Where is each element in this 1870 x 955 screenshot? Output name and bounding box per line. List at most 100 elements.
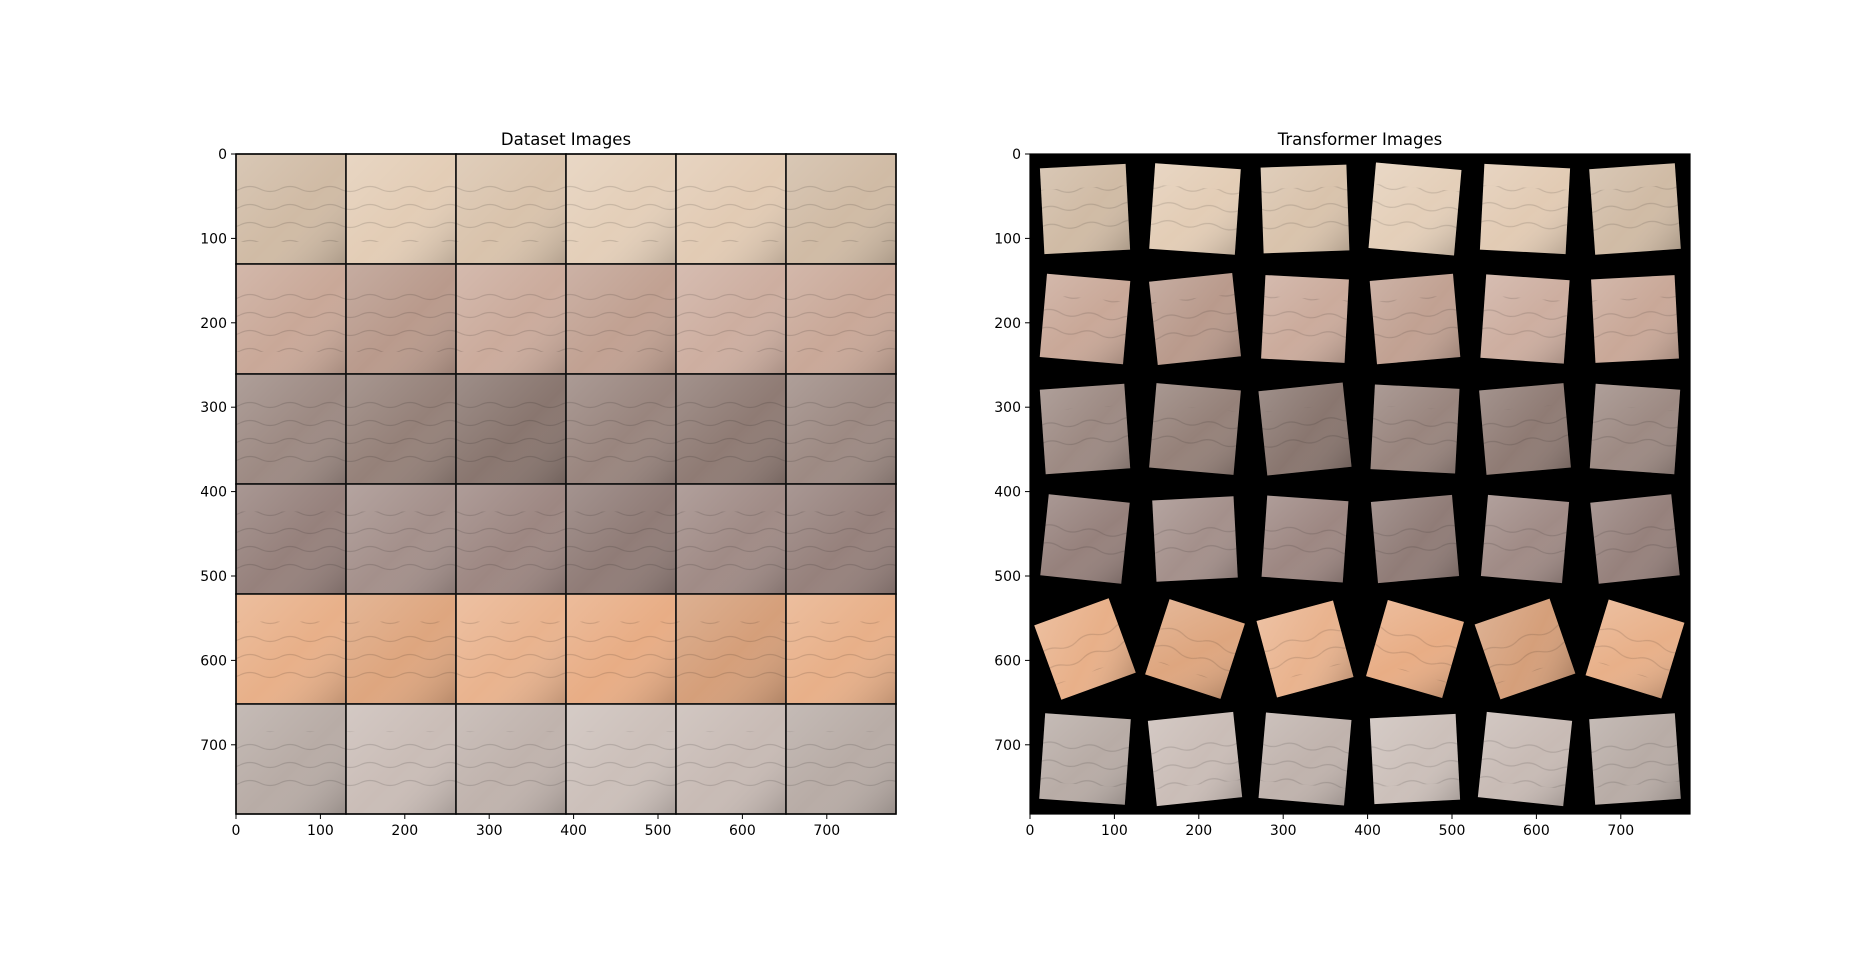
image-tile: [1370, 494, 1460, 584]
image-background: [1030, 154, 1690, 814]
image-tile: [236, 374, 346, 484]
image-tile: [1258, 382, 1352, 476]
image-tile: [1039, 713, 1131, 805]
y-tick-label: 300: [200, 400, 227, 416]
x-axis: 0 100 200 300 400 500 600 700: [232, 814, 840, 839]
image-tile: [1591, 275, 1679, 363]
image-tile: [1034, 598, 1136, 700]
image-tile: [676, 704, 786, 814]
image-tile: [566, 704, 676, 814]
y-tick-label: 200: [200, 316, 227, 332]
image-tile: [786, 594, 896, 704]
y-tick-label: 500: [200, 569, 227, 585]
image-tile: [236, 594, 346, 704]
image-tile: [566, 374, 676, 484]
image-tile: [1258, 712, 1352, 806]
image-tile: [1477, 711, 1573, 807]
y-axis: 0 100 200 300 400 500 600 700: [200, 147, 236, 754]
image-tile: [1479, 163, 1571, 255]
x-tick-label: 500: [645, 823, 672, 839]
image-tile: [1260, 164, 1350, 254]
image-tile: [786, 704, 896, 814]
image-tile: [1261, 495, 1349, 583]
image-tile: [1370, 384, 1460, 474]
image-tile: [1147, 711, 1243, 807]
x-tick-label: 400: [1354, 823, 1381, 839]
image-tile: [456, 704, 566, 814]
image-tile: [1040, 494, 1130, 584]
y-tick-label: 0: [1012, 147, 1021, 163]
image-tile: [236, 264, 346, 374]
image-tile: [1480, 274, 1570, 364]
y-tick-label: 400: [200, 485, 227, 501]
image-tile: [676, 374, 786, 484]
image-tile: [1474, 598, 1576, 700]
transformer-images-panel: Transformer Images 0 100 200 300 400 500 600 70…: [994, 130, 1691, 839]
y-tick-label: 700: [200, 738, 227, 754]
y-tick-label: 100: [994, 231, 1021, 247]
image-tile: [346, 374, 456, 484]
image-tile: [1152, 496, 1238, 582]
image-tile: [1256, 600, 1354, 698]
image-tile: [1590, 494, 1680, 584]
x-tick-label: 100: [1101, 823, 1128, 839]
image-tile: [1589, 713, 1681, 805]
y-tick-label: 0: [218, 147, 227, 163]
image-tile: [1589, 383, 1681, 475]
image-tile: [456, 484, 566, 594]
image-tile: [1149, 273, 1241, 365]
image-tile: [1479, 383, 1571, 475]
image-tile: [236, 154, 346, 264]
panel-title: Dataset Images: [501, 130, 631, 149]
x-tick-label: 300: [1270, 823, 1297, 839]
x-tick-label: 200: [391, 823, 418, 839]
image-tile: [1369, 273, 1461, 365]
y-tick-label: 300: [994, 400, 1021, 416]
image-tile: [1585, 599, 1685, 699]
x-tick-label: 500: [1439, 823, 1466, 839]
image-tile: [346, 484, 456, 594]
y-tick-label: 100: [200, 231, 227, 247]
image-tile: [1149, 383, 1241, 475]
y-tick-label: 400: [994, 485, 1021, 501]
image-tile: [1369, 713, 1461, 805]
image-tile: [1480, 494, 1570, 584]
image-tile: [786, 374, 896, 484]
image-tile: [676, 484, 786, 594]
x-tick-label: 400: [560, 823, 587, 839]
x-tick-label: 600: [1523, 823, 1550, 839]
y-tick-label: 700: [994, 738, 1021, 754]
image-tile: [456, 594, 566, 704]
x-tick-label: 700: [1607, 823, 1634, 839]
y-tick-label: 600: [200, 653, 227, 669]
image-tile: [1039, 163, 1131, 255]
image-tile: [346, 594, 456, 704]
image-tile: [236, 484, 346, 594]
image-tile: [566, 484, 676, 594]
axes-frame: [1029, 153, 1691, 815]
image-tile: [1589, 163, 1681, 255]
y-tick-label: 200: [994, 316, 1021, 332]
dataset-images-panel: Dataset Images 0 100 200 300 400 500 600 700 0 1…: [200, 130, 897, 839]
image-tile: [786, 264, 896, 374]
axes-frame: [235, 153, 897, 815]
image-tile: [346, 154, 456, 264]
image-tile: [346, 704, 456, 814]
image-tile: [676, 154, 786, 264]
x-tick-label: 100: [307, 823, 334, 839]
image-tile: [1039, 383, 1131, 475]
image-tile: [566, 594, 676, 704]
image-tile: [346, 264, 456, 374]
x-axis: 0 100 200 300 400 500 600 700: [1026, 814, 1634, 839]
image-tile: [1039, 273, 1131, 365]
y-axis: 0 100 200 300 400 500 600 700: [994, 147, 1030, 754]
image-tile: [1366, 600, 1464, 698]
x-tick-label: 300: [476, 823, 503, 839]
image-tile: [1145, 599, 1245, 699]
image-tile: [236, 704, 346, 814]
image-tile: [1368, 162, 1462, 256]
image-tile: [1261, 275, 1349, 363]
x-tick-label: 0: [1026, 823, 1035, 839]
y-tick-label: 600: [994, 653, 1021, 669]
